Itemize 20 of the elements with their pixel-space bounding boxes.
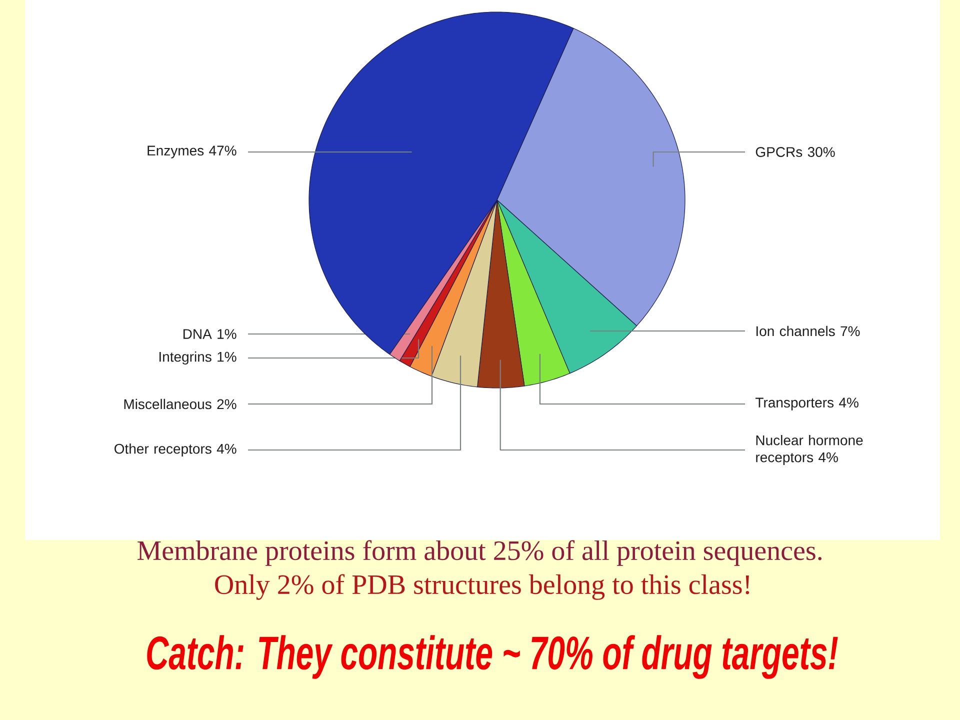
slice-label: GPCRs bbox=[756, 147, 802, 157]
text: Membrane proteins form about 25% of all protein sequences. bbox=[138, 540, 822, 566]
slice-label: DNA bbox=[183, 329, 212, 339]
slice-label: Ion channels bbox=[756, 326, 835, 336]
data-label: 47% bbox=[209, 146, 236, 156]
slice-label: Enzymes bbox=[148, 146, 204, 158]
text: Only 2% of PDB structures belong to this class! bbox=[215, 574, 750, 600]
data-label: 1% bbox=[218, 352, 236, 362]
slice-label: Integrins bbox=[160, 351, 212, 365]
data-label: 1% bbox=[218, 329, 236, 339]
data-label: 4% bbox=[216, 444, 236, 454]
data-label: 7% bbox=[840, 326, 860, 336]
data-label: 2% bbox=[217, 399, 236, 410]
data-label: 4% bbox=[818, 452, 838, 462]
slice-label: Other receptors bbox=[114, 443, 212, 457]
text: Catch: They constitute ~ 70% of drug targets! bbox=[147, 635, 838, 679]
data-label: 30% bbox=[808, 147, 835, 157]
slice-label: Miscellaneous bbox=[124, 398, 212, 410]
data-label: 4% bbox=[839, 398, 858, 408]
slice-label: Transporters bbox=[756, 398, 834, 410]
